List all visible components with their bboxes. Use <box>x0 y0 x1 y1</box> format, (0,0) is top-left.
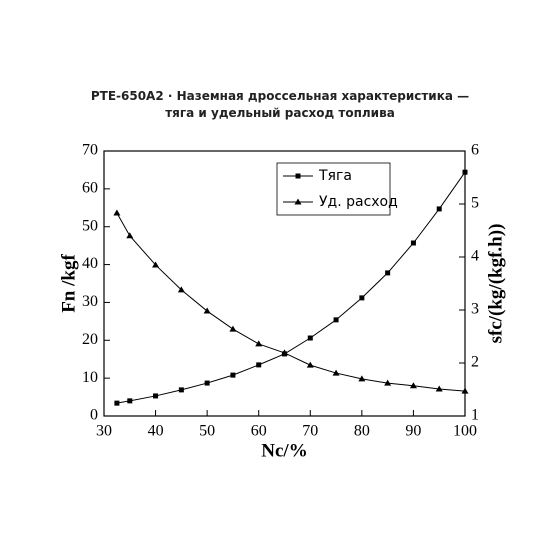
marker <box>462 169 468 175</box>
marker <box>333 317 339 323</box>
legend-label: Тяга <box>318 168 352 184</box>
marker <box>410 240 416 246</box>
marker <box>113 209 121 216</box>
marker <box>127 398 133 404</box>
x-tick-label: 60 <box>251 423 267 440</box>
marker <box>461 387 469 394</box>
marker <box>332 369 340 376</box>
x-tick-label: 90 <box>405 423 421 440</box>
y2-tick-label: 1 <box>471 407 479 424</box>
marker <box>230 372 236 378</box>
x-tick-label: 70 <box>302 423 318 440</box>
y-tick-label: 0 <box>90 407 98 424</box>
x-tick-label: 100 <box>453 423 477 440</box>
marker <box>256 362 262 368</box>
y-tick-label: 40 <box>82 255 98 272</box>
marker <box>294 198 302 205</box>
marker <box>114 400 120 406</box>
marker <box>385 270 391 276</box>
marker <box>435 385 443 392</box>
marker <box>295 173 301 179</box>
x-tick-label: 40 <box>148 423 164 440</box>
x-tick-label: 50 <box>199 423 215 440</box>
y2-tick-label: 3 <box>471 301 479 318</box>
y2-tick-label: 5 <box>471 195 479 212</box>
marker <box>178 387 184 393</box>
y-tick-label: 60 <box>82 180 98 197</box>
marker <box>409 382 417 389</box>
marker <box>358 375 366 382</box>
chart-title: PTE-650A2 · Наземная дроссельная характе… <box>90 89 470 120</box>
y2-tick-label: 2 <box>471 354 479 371</box>
y2-tick-label: 4 <box>471 248 479 265</box>
marker <box>204 380 210 386</box>
marker <box>229 325 237 332</box>
y2-axis-label: sfc/(kg/(kgf.h)) <box>485 224 506 344</box>
legend-box <box>276 162 391 216</box>
x-tick-label: 80 <box>354 423 370 440</box>
series-line <box>116 212 466 392</box>
marker <box>436 206 442 212</box>
x-tick-label: 30 <box>96 423 112 440</box>
plot-frame <box>103 150 466 417</box>
marker <box>152 261 160 268</box>
y-tick-label: 30 <box>82 293 98 310</box>
y-tick-label: 70 <box>82 142 98 159</box>
marker <box>359 295 365 301</box>
marker <box>153 393 159 399</box>
marker <box>281 349 288 356</box>
y-axis-label: Fn /kgf <box>58 254 79 313</box>
marker <box>255 340 263 347</box>
x-axis-label: Nc/% <box>261 440 307 461</box>
marker <box>203 307 211 314</box>
marker <box>384 379 392 386</box>
y-tick-label: 10 <box>82 369 98 386</box>
marker <box>126 232 134 239</box>
y2-tick-label: 6 <box>471 142 479 159</box>
legend-label: Уд. расход <box>319 194 398 210</box>
marker <box>306 361 314 368</box>
y-tick-label: 20 <box>82 331 98 348</box>
y-tick-label: 50 <box>82 217 98 234</box>
marker <box>307 335 313 341</box>
marker <box>177 286 185 293</box>
